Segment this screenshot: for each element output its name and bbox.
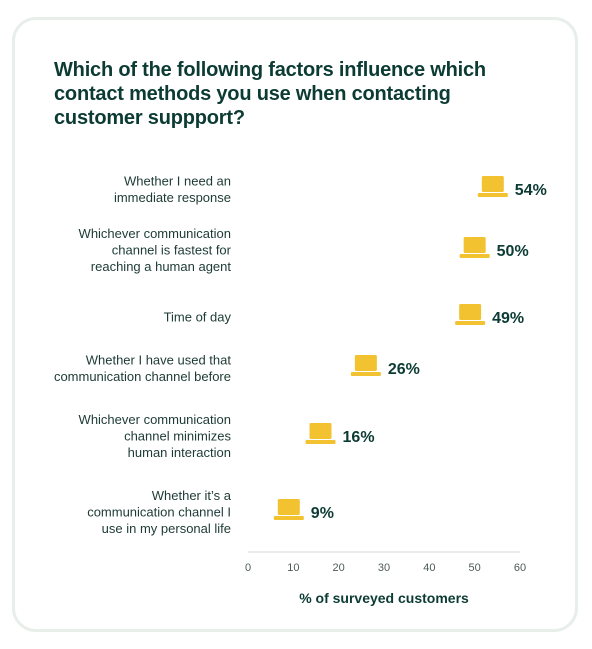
laptop-icon [463, 237, 486, 253]
data-point [477, 176, 508, 197]
laptop-icon [481, 176, 504, 192]
category-label: Whichever communication channel is fastes… [79, 226, 232, 274]
laptop-icon-base [477, 193, 508, 197]
laptop-icon [277, 499, 300, 515]
category-label-line: human interaction [128, 445, 231, 460]
laptop-icon-base [350, 372, 381, 376]
data-label: 16% [343, 429, 375, 446]
category-label-line: Whether it’s a [152, 488, 232, 503]
data-point [350, 355, 381, 376]
category-label: Time of day [164, 310, 232, 325]
data-markers: 54% 50% 49% 26% 16% 9% [273, 176, 547, 522]
category-label: Whether I have used that communication ch… [54, 352, 231, 384]
category-label-line: immediate response [114, 190, 231, 205]
laptop-icon-base [305, 440, 336, 444]
laptop-icon-base [455, 321, 486, 325]
data-point [305, 423, 336, 444]
data-label: 54% [515, 182, 547, 199]
category-labels: Whether I need an immediate response Which… [54, 173, 232, 536]
category-label-line: channel minimizes [124, 429, 231, 444]
laptop-icon-base [459, 254, 490, 258]
category-label-line: communication channel before [54, 369, 231, 384]
x-tick-label: 20 [333, 562, 345, 574]
category-label: Whether I need an immediate response [114, 173, 231, 205]
x-tick-label: 40 [423, 562, 435, 574]
x-tick-label: 0 [245, 562, 251, 574]
x-axis-label: % of surveyed customers [299, 590, 469, 606]
data-point [273, 499, 304, 520]
chart-title: Which of the following factors influence… [54, 59, 486, 129]
category-label-line: Whichever communication [79, 412, 231, 427]
laptop-icon-base [273, 516, 304, 520]
x-tick-label: 30 [378, 562, 390, 574]
category-label-line: Whether I have used that [86, 352, 232, 367]
data-point [459, 237, 490, 258]
data-label: 49% [492, 310, 524, 327]
data-label: 50% [497, 243, 529, 260]
laptop-icon [309, 423, 332, 439]
category-label-line: Time of day [164, 310, 232, 325]
category-label-line: Whichever communication [79, 226, 231, 241]
x-axis: 0 10 20 30 40 50 60 [245, 551, 526, 574]
category-label-line: reaching a human agent [91, 259, 232, 274]
data-label: 9% [311, 505, 334, 522]
laptop-icon [459, 304, 482, 320]
data-label: 26% [388, 361, 420, 378]
category-label-line: communication channel I [87, 505, 231, 520]
x-tick-label: 10 [287, 562, 299, 574]
category-label-line: channel is fastest for [112, 243, 232, 258]
category-label-line: use in my personal life [102, 521, 231, 536]
data-point [455, 304, 486, 325]
x-tick-label: 50 [469, 562, 481, 574]
x-tick-label: 60 [514, 562, 526, 574]
category-label: Whichever communication channel minimizes… [79, 412, 232, 460]
category-label-line: Whether I need an [124, 173, 231, 188]
laptop-icon [354, 355, 377, 371]
